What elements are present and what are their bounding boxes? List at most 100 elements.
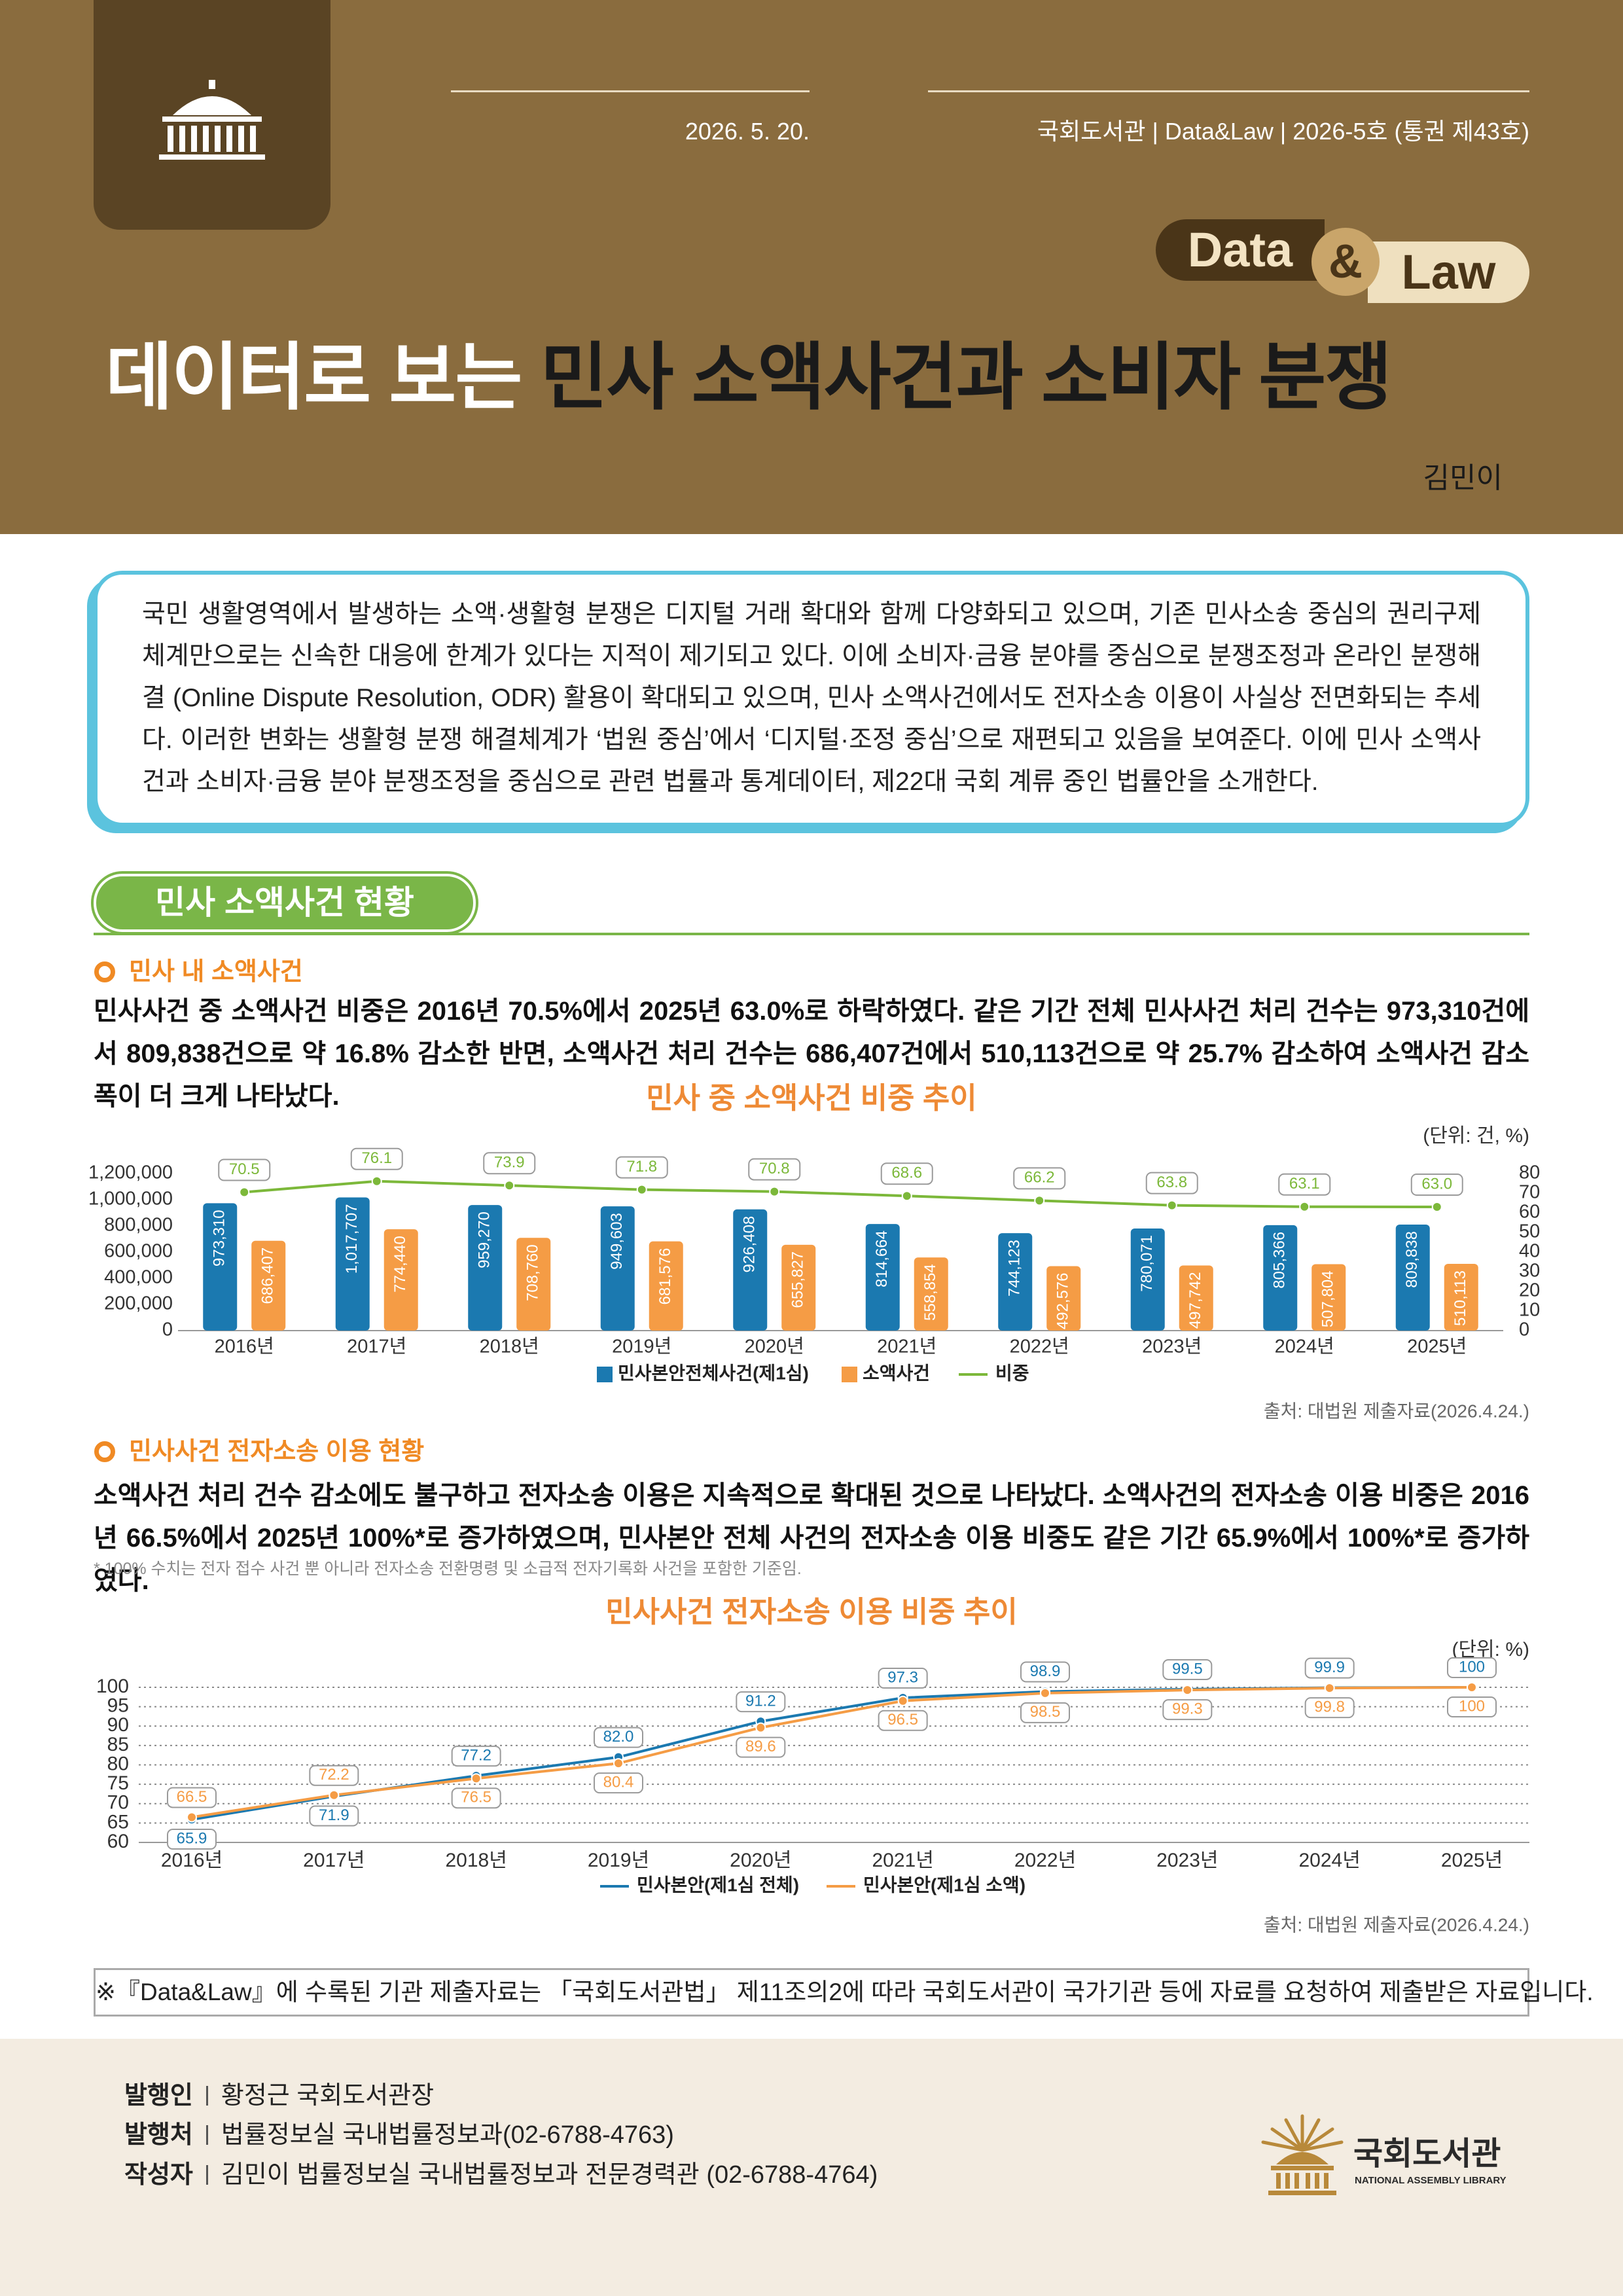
label-box: [1145, 1172, 1198, 1194]
y2-tick-label: 80: [1519, 1162, 1540, 1183]
credit-label: 발행처: [124, 2121, 193, 2149]
bar-value-label: 507,804: [1319, 1270, 1337, 1327]
source: 출처: 대법원 제출자료(2026.4.24.): [1264, 1401, 1529, 1421]
separator: [205, 2086, 208, 2106]
y-tick-label: 85: [107, 1734, 129, 1755]
bar: [203, 1203, 238, 1331]
footnote: * 100% 수치는 전자 접수 사건 뿐 아니라 전자소송 전환명령 및 소급…: [94, 1560, 802, 1578]
point-label: 70.8: [759, 1160, 790, 1177]
y-tick-label: 800,000: [104, 1215, 173, 1236]
chart: 민사사건 전자소송 이용 비중 추이 (단위: %) 출처: 대법원 제출자료(20…: [96, 1595, 1529, 1935]
bar-value-label: 681,576: [656, 1248, 674, 1305]
bar: [516, 1238, 551, 1331]
bar-value-label: 655,827: [789, 1251, 807, 1308]
x-tick-label: 2022년: [1014, 1850, 1076, 1871]
label-box: [748, 1158, 801, 1181]
bar: [383, 1229, 418, 1331]
x-tick-label: 2017년: [303, 1850, 365, 1871]
badge-amp: &: [1311, 228, 1380, 296]
chart: 민사 중 소액사건 비중 추이 (단위: 건, %) 출처: 대법원 제출자료(20…: [88, 1081, 1540, 1422]
label-box: [167, 1829, 217, 1850]
badge-data: Data: [1156, 219, 1325, 281]
chart-title: 민사 중 소액사건 비중 추이: [646, 1081, 976, 1115]
bar: [335, 1197, 370, 1331]
x-tick-label: 2016년: [215, 1336, 274, 1357]
section-rule: [94, 933, 1529, 935]
x-tick-label: 2025년: [1407, 1336, 1467, 1357]
point-label: 66.5: [177, 1788, 207, 1806]
x-tick-label: 2018년: [445, 1850, 507, 1871]
bullet: [94, 1441, 115, 1462]
x-tick-label: 2018년: [480, 1336, 539, 1357]
credit: 발행처 법률정보실 국내법률정보과(02-6788-4763): [124, 2119, 674, 2151]
chart-title: 민사사건 전자소송 이용 비중 추이: [605, 1595, 1018, 1628]
bar: [600, 1206, 635, 1331]
y2-tick-label: 0: [1519, 1319, 1529, 1340]
bar-value-label: 949,603: [608, 1213, 626, 1270]
legend-label: 소액사건: [863, 1363, 930, 1383]
title: 데이터로 보는 민사 소액사건과 소비자 분쟁: [105, 335, 1392, 420]
legend-label: 민사본안(제1심 전체): [637, 1874, 799, 1895]
point-label: 73.9: [494, 1154, 525, 1172]
label-box: [594, 1727, 643, 1748]
point-label: 68.6: [891, 1164, 922, 1182]
bullet: [94, 961, 115, 982]
legend-label: 비중: [995, 1363, 1029, 1383]
credit: 작성자 김민이 법률정보실 국내법률정보과 전문경력관 (02-6788-4764…: [124, 2159, 878, 2191]
point-label: 97.3: [887, 1668, 918, 1686]
point-label: 98.9: [1030, 1662, 1061, 1680]
point-label: 63.8: [1156, 1174, 1187, 1191]
point: [613, 1758, 624, 1769]
logo-tab: [94, 0, 330, 230]
x-tick-label: 2021년: [877, 1336, 936, 1357]
bar-value-label: 814,664: [873, 1230, 891, 1287]
y-tick-label: 80: [107, 1753, 129, 1774]
bar: [1179, 1265, 1213, 1331]
y-tick-label: 0: [162, 1319, 173, 1340]
label-box: [309, 1765, 359, 1786]
library-name-en: NATIONAL ASSEMBLY LIBRARY: [1355, 2175, 1507, 2186]
author: 김민이: [1423, 462, 1503, 494]
section-title: 민사 소액사건 현황: [94, 874, 476, 932]
library-name: 국회도서관: [1353, 2136, 1501, 2172]
label-box: [309, 1805, 359, 1827]
title-main: 민사 소액사건과 소비자 분쟁: [540, 336, 1392, 418]
source: 출처: 대법원 제출자료(2026.4.24.): [1264, 1914, 1529, 1935]
building-icon: [159, 80, 265, 160]
y-tick-label: 90: [107, 1714, 129, 1736]
point-label: 63.0: [1421, 1175, 1452, 1193]
bar-value-label: 774,440: [391, 1236, 409, 1293]
x-tick-label: 2021년: [872, 1850, 933, 1871]
point: [1166, 1200, 1177, 1211]
label-box: [167, 1787, 217, 1808]
bar-value-label: 708,760: [524, 1244, 542, 1301]
point-label: 96.5: [887, 1711, 918, 1729]
bar: [468, 1205, 503, 1331]
point: [1182, 1685, 1193, 1696]
badge-law: Law: [1368, 242, 1529, 303]
label-box: [483, 1152, 536, 1175]
label-box: [878, 1710, 928, 1731]
label-box: [736, 1691, 786, 1713]
label-box: [1447, 1696, 1497, 1717]
library-emblem: [1261, 2114, 1344, 2195]
credit-label: 작성자: [124, 2161, 193, 2189]
point-label: 89.6: [745, 1738, 776, 1755]
label-box: [1013, 1167, 1066, 1190]
point: [1299, 1201, 1310, 1212]
credit-text: 김민이 법률정보실 국내법률정보과 전문경력관 (02-6788-4764): [221, 2161, 878, 2189]
point-label: 71.8: [626, 1158, 657, 1175]
label-box: [451, 1746, 501, 1767]
label-box: [1020, 1661, 1070, 1683]
point: [1324, 1683, 1335, 1694]
x-tick-label: 2019년: [588, 1850, 649, 1871]
bar: [251, 1240, 286, 1331]
credit-text: 황정근 국회도서관장: [221, 2082, 435, 2109]
point: [371, 1175, 382, 1187]
point: [471, 1773, 482, 1784]
issue-date: 2026. 5. 20.: [685, 118, 810, 145]
point-label: 72.2: [319, 1766, 349, 1784]
point-label: 71.9: [319, 1806, 349, 1824]
point: [1431, 1202, 1442, 1212]
bar: [649, 1241, 683, 1331]
